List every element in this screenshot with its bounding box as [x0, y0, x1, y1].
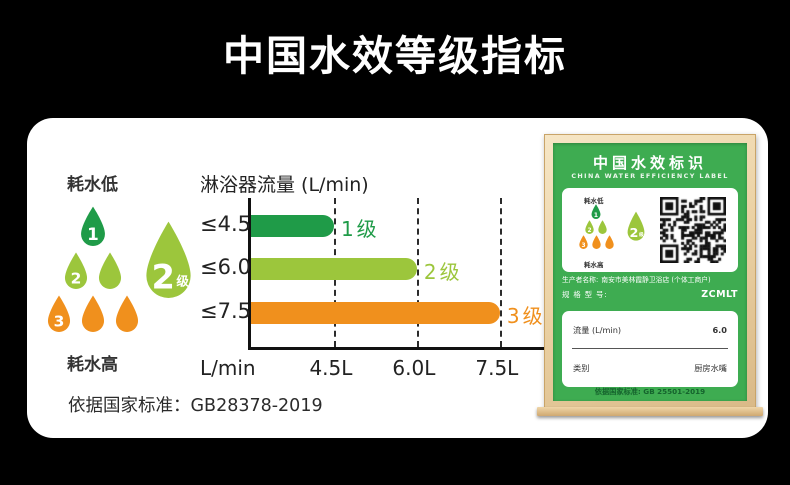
- category-value: 厨房水嘴: [694, 362, 727, 373]
- drop-row: 1: [77, 206, 109, 246]
- water-drop-icon: 2: [585, 220, 594, 234]
- water-drop-icon: [604, 235, 615, 249]
- high-consumption-label: 耗水高: [67, 355, 118, 375]
- water-drop-icon: 3: [578, 235, 589, 249]
- producer-row: 生产者名称: 南安市美林霞静卫浴店 (个体工商户): [562, 274, 738, 284]
- model-value: ZCMLT: [701, 289, 738, 300]
- water-drop-icon: 1: [77, 206, 109, 246]
- label-drop-pyramid: 1 2 3: [574, 204, 618, 249]
- svg-text:2: 2: [630, 226, 639, 241]
- producer-value: 南安市美林霞静卫浴店 (个体工商户): [601, 276, 711, 284]
- water-drop-icon: [591, 235, 601, 249]
- drop-row: 2: [62, 252, 124, 289]
- svg-text:2: 2: [152, 257, 175, 296]
- water-drop-icon: [591, 235, 602, 249]
- bar-value-label: 2级: [423, 260, 463, 284]
- label-high-consumption: 耗水高: [584, 261, 604, 269]
- page-title: 中国水效等级指标: [223, 32, 567, 80]
- water-efficiency-label: 中国水效标识 CHINA WATER EFFICIENCY LABEL 耗水低 …: [553, 143, 747, 401]
- water-drop-icon: [604, 235, 614, 249]
- label-low-consumption: 耗水低: [584, 197, 604, 205]
- bar-value-label: 3级: [506, 304, 546, 328]
- flow-rate-chart: 淋浴器流量 (L/min) L/min 4.5L 6.0L 7.5L 1级 ≤4.5 2级…: [200, 170, 590, 405]
- water-drop-icon: 3: [47, 295, 71, 332]
- svg-text:级: 级: [176, 273, 189, 288]
- water-drop-icon: 3: [578, 235, 588, 249]
- water-drop-icon: [96, 252, 124, 289]
- water-drop-icon: 2: [62, 252, 90, 289]
- svg-text:1: 1: [87, 224, 99, 244]
- drop-row: 3: [45, 295, 141, 332]
- model-label: 规 格 型 号:: [562, 290, 608, 299]
- gridline: [416, 198, 419, 347]
- svg-text:级: 级: [638, 231, 644, 238]
- drop-row: 1: [590, 204, 602, 219]
- frame-bottom-ledge: [537, 407, 763, 416]
- bar-grade-1: [251, 215, 334, 237]
- x-tick-label: 7.5L: [475, 356, 519, 380]
- water-drop-icon: 2: [64, 252, 88, 289]
- bar-value-label: 1级: [340, 217, 380, 241]
- y-category-label: ≤6.0: [200, 255, 251, 279]
- producer-label: 生产者名称:: [562, 276, 599, 284]
- gridline: [499, 198, 502, 347]
- label-standard-note: 依据国家标准: GB 25501-2019: [594, 387, 706, 396]
- water-drop-icon: 1: [590, 204, 602, 219]
- label-title: 中国水效标识: [592, 154, 707, 172]
- water-drop-icon: [597, 220, 608, 234]
- category-row: 类别 厨房水嘴: [562, 349, 738, 386]
- water-drop-icon: [113, 295, 141, 332]
- grade-drop-pyramid: 1 2 3: [43, 206, 143, 332]
- y-category-label: ≤4.5: [200, 212, 251, 236]
- bar-grade-3: [251, 302, 500, 324]
- national-standard-note: 依据国家标准：GB28378-2019: [68, 396, 323, 416]
- chart-plot-area: [248, 198, 551, 350]
- svg-text:2: 2: [587, 228, 591, 234]
- model-row: 规 格 型 号: ZCMLT: [562, 289, 738, 300]
- x-tick-label: 4.5L: [309, 356, 353, 380]
- water-drop-icon: [81, 295, 105, 332]
- water-drop-icon: 3: [45, 295, 73, 332]
- x-axis-unit-label: L/min: [200, 356, 256, 380]
- flow-row: 流量 (L/min) 6.0: [562, 311, 738, 348]
- svg-text:3: 3: [581, 243, 585, 249]
- water-drop-icon: [98, 252, 122, 289]
- water-drop-icon: 2: [584, 220, 595, 234]
- water-drop-icon: [115, 295, 139, 332]
- svg-text:1: 1: [594, 212, 598, 219]
- water-drop-icon: [79, 295, 107, 332]
- water-drop-icon: 1: [591, 204, 601, 219]
- chart-title: 淋浴器流量 (L/min): [200, 174, 369, 196]
- water-drop-icon: 1: [81, 206, 105, 246]
- flow-label: 流量 (L/min): [573, 324, 622, 335]
- water-efficiency-label-frame: 中国水效标识 CHINA WATER EFFICIENCY LABEL 耗水低 …: [537, 134, 763, 416]
- category-label: 类别: [573, 362, 590, 373]
- label-spec-panel: 流量 (L/min) 6.0 类别 厨房水嘴: [562, 311, 738, 387]
- y-category-label: ≤7.5: [200, 299, 251, 323]
- drop-row: 2: [584, 220, 608, 234]
- divider: [572, 348, 728, 349]
- water-drop-icon: [598, 220, 607, 234]
- svg-text:2: 2: [71, 269, 82, 287]
- low-consumption-label: 耗水低: [67, 175, 118, 195]
- x-tick-label: 6.0L: [392, 356, 436, 380]
- label-subtitle: CHINA WATER EFFICIENCY LABEL: [571, 172, 729, 180]
- drop-row: 3: [578, 235, 615, 249]
- bar-grade-2: [251, 258, 417, 280]
- qr-code: [660, 197, 726, 263]
- svg-text:3: 3: [54, 312, 65, 330]
- flow-value: 6.0: [712, 324, 727, 335]
